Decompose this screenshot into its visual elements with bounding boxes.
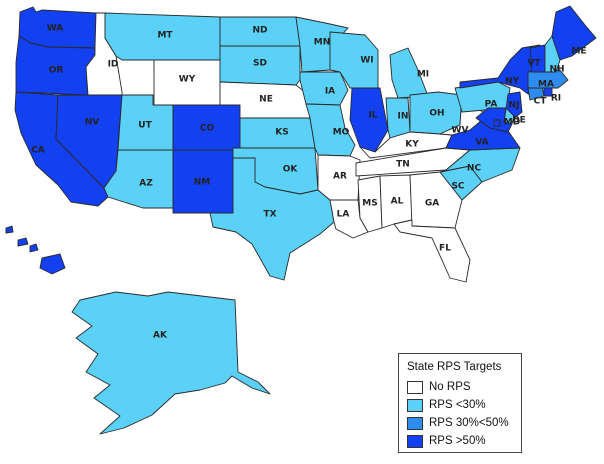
- state-label-ms: MS: [362, 199, 377, 209]
- state-dc: [493, 119, 501, 127]
- state-label-tx: TX: [263, 210, 276, 220]
- state-label-ny: NY: [505, 77, 520, 87]
- legend-swatch-none: [407, 380, 423, 394]
- legend-swatch-high: [407, 434, 423, 448]
- state-label-nj: NJ: [509, 101, 520, 111]
- state-ak: [71, 291, 271, 435]
- legend-swatch-mid: [407, 416, 423, 430]
- state-label-mo: MO: [333, 128, 350, 138]
- legend-item-mid: RPS 30%<50%: [407, 414, 515, 432]
- state-label-wv: WV: [452, 126, 469, 136]
- legend-label-none: No RPS: [429, 381, 471, 393]
- state-label-sd: SD: [253, 59, 267, 69]
- state-label-in: IN: [398, 112, 409, 122]
- state-label-ut: UT: [138, 121, 152, 131]
- state-label-az: AZ: [139, 179, 153, 189]
- state-label-tn: TN: [396, 160, 410, 170]
- state-label-ga: GA: [425, 199, 439, 209]
- state-label-ne: NE: [259, 95, 273, 105]
- state-label-wa: WA: [47, 24, 64, 34]
- state-wv: [439, 94, 489, 136]
- state-label-ri: RI: [551, 94, 561, 104]
- state-label-il: IL: [368, 111, 377, 121]
- state-label-nd: ND: [252, 26, 267, 36]
- state-label-id: ID: [108, 60, 119, 70]
- state-sd: [219, 45, 301, 86]
- state-fl: [393, 219, 471, 283]
- state-label-ak: AK: [153, 331, 168, 341]
- state-label-pa: PA: [485, 100, 498, 110]
- state-label-md: MD: [504, 118, 520, 128]
- state-label-nm: NM: [194, 178, 211, 188]
- states-layer: [5, 5, 597, 435]
- state-label-me: ME: [571, 47, 586, 57]
- state-label-la: LA: [337, 210, 350, 220]
- state-label-mt: MT: [157, 31, 173, 41]
- state-label-ok: OK: [283, 165, 299, 175]
- legend-item-low: RPS <30%: [407, 396, 515, 414]
- state-label-fl: FL: [439, 244, 451, 254]
- state-ga: [409, 171, 463, 229]
- state-me: [551, 5, 597, 61]
- state-label-nc: NC: [467, 164, 482, 174]
- state-label-sc: SC: [451, 182, 464, 192]
- state-label-nh: NH: [549, 65, 564, 75]
- state-label-de: DE: [512, 116, 526, 126]
- state-label-wi: WI: [360, 56, 373, 66]
- state-label-ma: MA: [538, 80, 554, 90]
- legend-label-high: RPS >50%: [429, 435, 486, 447]
- state-label-oh: OH: [429, 109, 444, 119]
- legend-label-mid: RPS 30%<50%: [429, 417, 509, 429]
- state-label-or: OR: [49, 66, 64, 76]
- state-label-nv: NV: [85, 118, 100, 128]
- state-label-ca: CA: [31, 146, 45, 156]
- state-label-ar: AR: [333, 172, 347, 182]
- legend: State RPS Targets No RPS RPS <30% RPS 30…: [398, 353, 522, 453]
- state-labels-layer: WA OR CA NV ID MT WY UT AZ CO NM ND SD NE KS OK TX MN IA MO…: [31, 24, 586, 341]
- state-label-wy: WY: [179, 75, 196, 85]
- state-hi: [5, 225, 66, 275]
- state-label-co: CO: [200, 124, 215, 134]
- state-label-mi: MI: [417, 70, 429, 80]
- state-label-ia: IA: [325, 87, 335, 97]
- state-label-mn: MN: [314, 38, 331, 48]
- legend-item-high: RPS >50%: [407, 432, 515, 450]
- state-label-va: VA: [475, 138, 488, 148]
- state-label-vt: VT: [527, 59, 541, 69]
- state-label-ct: CT: [534, 97, 548, 107]
- state-label-ky: KY: [405, 140, 419, 150]
- state-label-al: AL: [391, 197, 404, 207]
- legend-swatch-low: [407, 398, 423, 412]
- state-tx: [209, 157, 335, 281]
- state-la: [329, 199, 369, 239]
- state-ms: [357, 175, 383, 233]
- legend-item-none: No RPS: [407, 378, 515, 396]
- legend-title: State RPS Targets: [407, 361, 502, 373]
- state-nh: [544, 35, 561, 73]
- legend-label-low: RPS <30%: [429, 399, 486, 411]
- state-label-ks: KS: [275, 128, 288, 138]
